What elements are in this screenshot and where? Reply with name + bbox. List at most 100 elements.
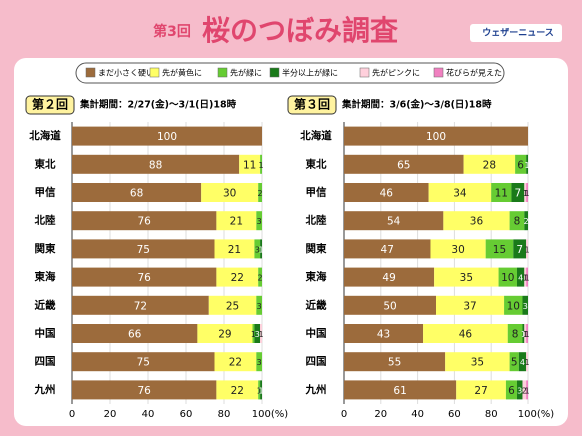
chart-title-box xyxy=(287,95,337,115)
bar-value-label: 3 xyxy=(255,330,260,339)
legend-swatch xyxy=(359,67,370,78)
bar-segment xyxy=(524,183,527,202)
bar-value-label: 100 xyxy=(426,131,446,143)
bar-value-label: 5 xyxy=(511,357,518,369)
bar-segment xyxy=(436,295,505,315)
bar-segment xyxy=(344,324,424,343)
x-tick-label: 60 xyxy=(448,409,461,420)
bar-value-label: 66 xyxy=(128,329,142,341)
bar-value-label: 1 xyxy=(257,386,262,395)
bar-segment xyxy=(513,239,527,259)
category-label: 東海 xyxy=(306,270,327,283)
bar-segment xyxy=(504,295,523,315)
chart-title: 第３回 xyxy=(294,97,330,112)
bar-value-label: 2 xyxy=(522,386,527,395)
x-tick-label: 20 xyxy=(374,409,387,420)
bar-segment xyxy=(516,380,523,400)
chart-title-box xyxy=(25,95,75,115)
category-label: 中国 xyxy=(306,327,327,340)
legend-label: 先がピンクに xyxy=(372,68,420,78)
bar-segment xyxy=(526,267,528,287)
x-tick-label: 0 xyxy=(341,409,347,420)
bar-value-label: 21 xyxy=(230,216,243,228)
category-label: 北海道 xyxy=(300,129,332,142)
category-label: 北海道 xyxy=(29,129,61,142)
logo: ウェザーニュース xyxy=(482,28,554,39)
bar-value-label: 2 xyxy=(258,189,263,198)
bar-value-label: 76 xyxy=(138,216,152,228)
bar-segment xyxy=(344,295,436,315)
category-label: 関東 xyxy=(306,242,327,255)
bar-value-label: 22 xyxy=(231,385,244,397)
bar-segment xyxy=(507,324,523,343)
x-tick-label: 100(%) xyxy=(518,409,554,420)
bar-segment xyxy=(344,239,431,259)
bar-segment xyxy=(491,183,512,202)
category-label: 甲信 xyxy=(306,186,327,199)
bar-segment xyxy=(344,126,528,146)
bar-value-label: 1 xyxy=(523,274,528,283)
bar-value-label: 43 xyxy=(377,329,390,341)
bar-value-label: 7 xyxy=(515,188,522,200)
bar-value-label: 76 xyxy=(138,272,152,284)
bar-value-label: 11 xyxy=(243,159,256,171)
x-tick-label: 0 xyxy=(69,409,75,420)
bar-value-label: 3 xyxy=(523,302,528,311)
bar-segment xyxy=(214,239,255,259)
bar-value-label: 8 xyxy=(512,329,519,341)
bar-segment xyxy=(201,183,259,202)
bar-value-label: 1 xyxy=(259,386,264,395)
bar-value-label: 1 xyxy=(259,161,264,170)
legend-label: 花びらが見えた xyxy=(446,68,502,78)
bar-value-label: 1 xyxy=(521,330,526,339)
x-tick-label: 40 xyxy=(411,409,424,420)
bar-value-label: 1 xyxy=(525,274,530,283)
bar-value-label: 30 xyxy=(451,244,464,256)
bar-segment xyxy=(216,267,259,287)
bar-value-label: 37 xyxy=(463,300,476,312)
bar-segment xyxy=(72,211,217,231)
bar-value-label: 28 xyxy=(483,159,496,171)
legend-swatch xyxy=(149,67,160,78)
x-tick-label: 60 xyxy=(180,409,193,420)
bar-segment xyxy=(511,183,525,202)
bar-segment xyxy=(260,154,262,174)
bar-segment xyxy=(498,267,517,287)
bar-value-label: 2 xyxy=(258,274,263,283)
category-label: 四国 xyxy=(35,356,56,368)
bar-value-label: 2 xyxy=(524,217,529,226)
bar-segment xyxy=(258,380,261,400)
bar-segment xyxy=(428,183,492,202)
bar-value-label: 1 xyxy=(251,330,256,339)
bar-value-label: 10 xyxy=(507,300,520,312)
bar-value-label: 1 xyxy=(525,161,530,170)
bar-segment xyxy=(522,324,525,343)
bar-value-label: 1 xyxy=(259,330,264,339)
bar-segment xyxy=(445,352,510,372)
legend-box xyxy=(75,62,505,84)
bar-value-label: 100 xyxy=(157,131,177,143)
x-tick-label: 80 xyxy=(485,409,498,420)
bar-segment xyxy=(524,267,527,287)
bar-value-label: 3 xyxy=(517,386,522,395)
bar-value-label: 54 xyxy=(387,216,401,228)
bar-value-label: 75 xyxy=(137,357,150,369)
category-label: 中国 xyxy=(35,327,56,340)
category-label: 北陸 xyxy=(306,214,327,227)
bar-segment xyxy=(72,126,262,146)
category-label: 九州 xyxy=(34,383,56,396)
legend-swatch xyxy=(85,67,96,78)
bar-value-label: 55 xyxy=(388,357,401,369)
round: 第3回 xyxy=(153,23,191,40)
bar-segment xyxy=(72,380,217,400)
bar-value-label: 36 xyxy=(470,216,484,228)
bar-segment xyxy=(252,324,255,343)
bar-segment xyxy=(197,324,253,343)
bar-value-label: 15 xyxy=(493,244,506,256)
bar-segment xyxy=(216,211,257,231)
bar-segment xyxy=(526,324,528,343)
bar-segment xyxy=(518,352,527,372)
bar-value-label: 61 xyxy=(393,385,406,397)
category-label: 東北 xyxy=(35,157,56,170)
bar-segment xyxy=(260,324,262,343)
